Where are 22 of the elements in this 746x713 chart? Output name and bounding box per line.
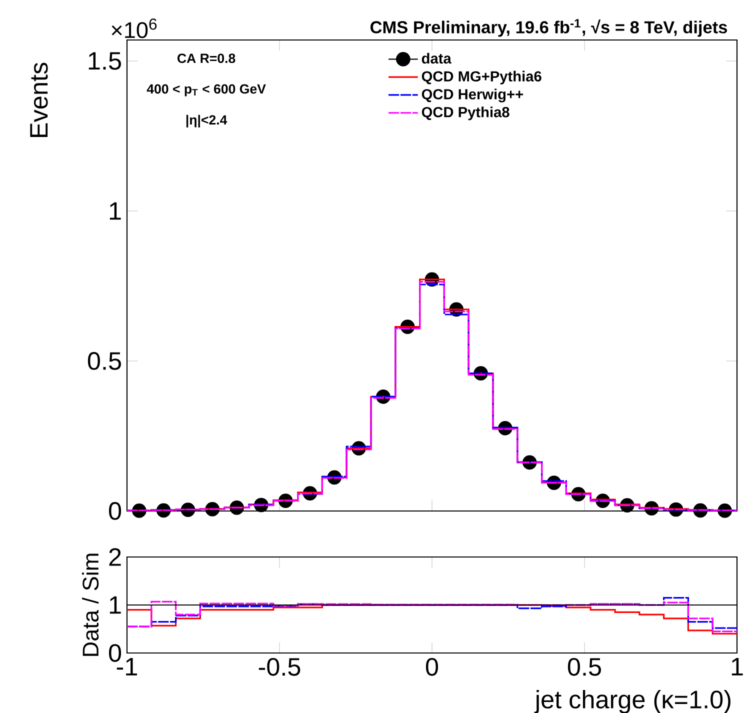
y-tick-label: 1 [110, 202, 121, 220]
x-tick-label: 0 [426, 658, 438, 676]
legend-label: QCD Herwig++ [422, 88, 524, 102]
chart-title: CMS Preliminary, 19.6 fb$^{-1}$, √s = 8 TeV, dijets [370, 19, 728, 37]
y-tick-label: 1.5 [88, 52, 121, 70]
annotation: |η|<2.4 [186, 114, 228, 128]
y-tick-label: 1 [110, 596, 121, 614]
y-axis-title: Events [30, 62, 48, 137]
y-tick-label: 0.5 [88, 352, 121, 370]
x-tick-label: 1 [732, 658, 743, 676]
legend-label: QCD MG+Pythia6 [422, 70, 542, 84]
annotation: CA R=0.8 [178, 54, 236, 64]
x-axis-title: jet charge (κ=1.0) [534, 690, 730, 713]
x-tick-label: -0.5 [258, 658, 300, 676]
text: ×10$^{6}$ [112, 18, 157, 38]
y-axis-title: Data / Sim [82, 554, 99, 656]
y-tick-label: 2 [109, 548, 121, 566]
x-tick-label: 0.5 [568, 658, 601, 676]
legend-label: data [422, 52, 452, 64]
y-tick-label: 0 [108, 502, 122, 520]
annotation: 400 < p$_{T}$ < 600 GeV [146, 84, 266, 96]
legend-label: QCD Pythia8 [422, 106, 510, 120]
